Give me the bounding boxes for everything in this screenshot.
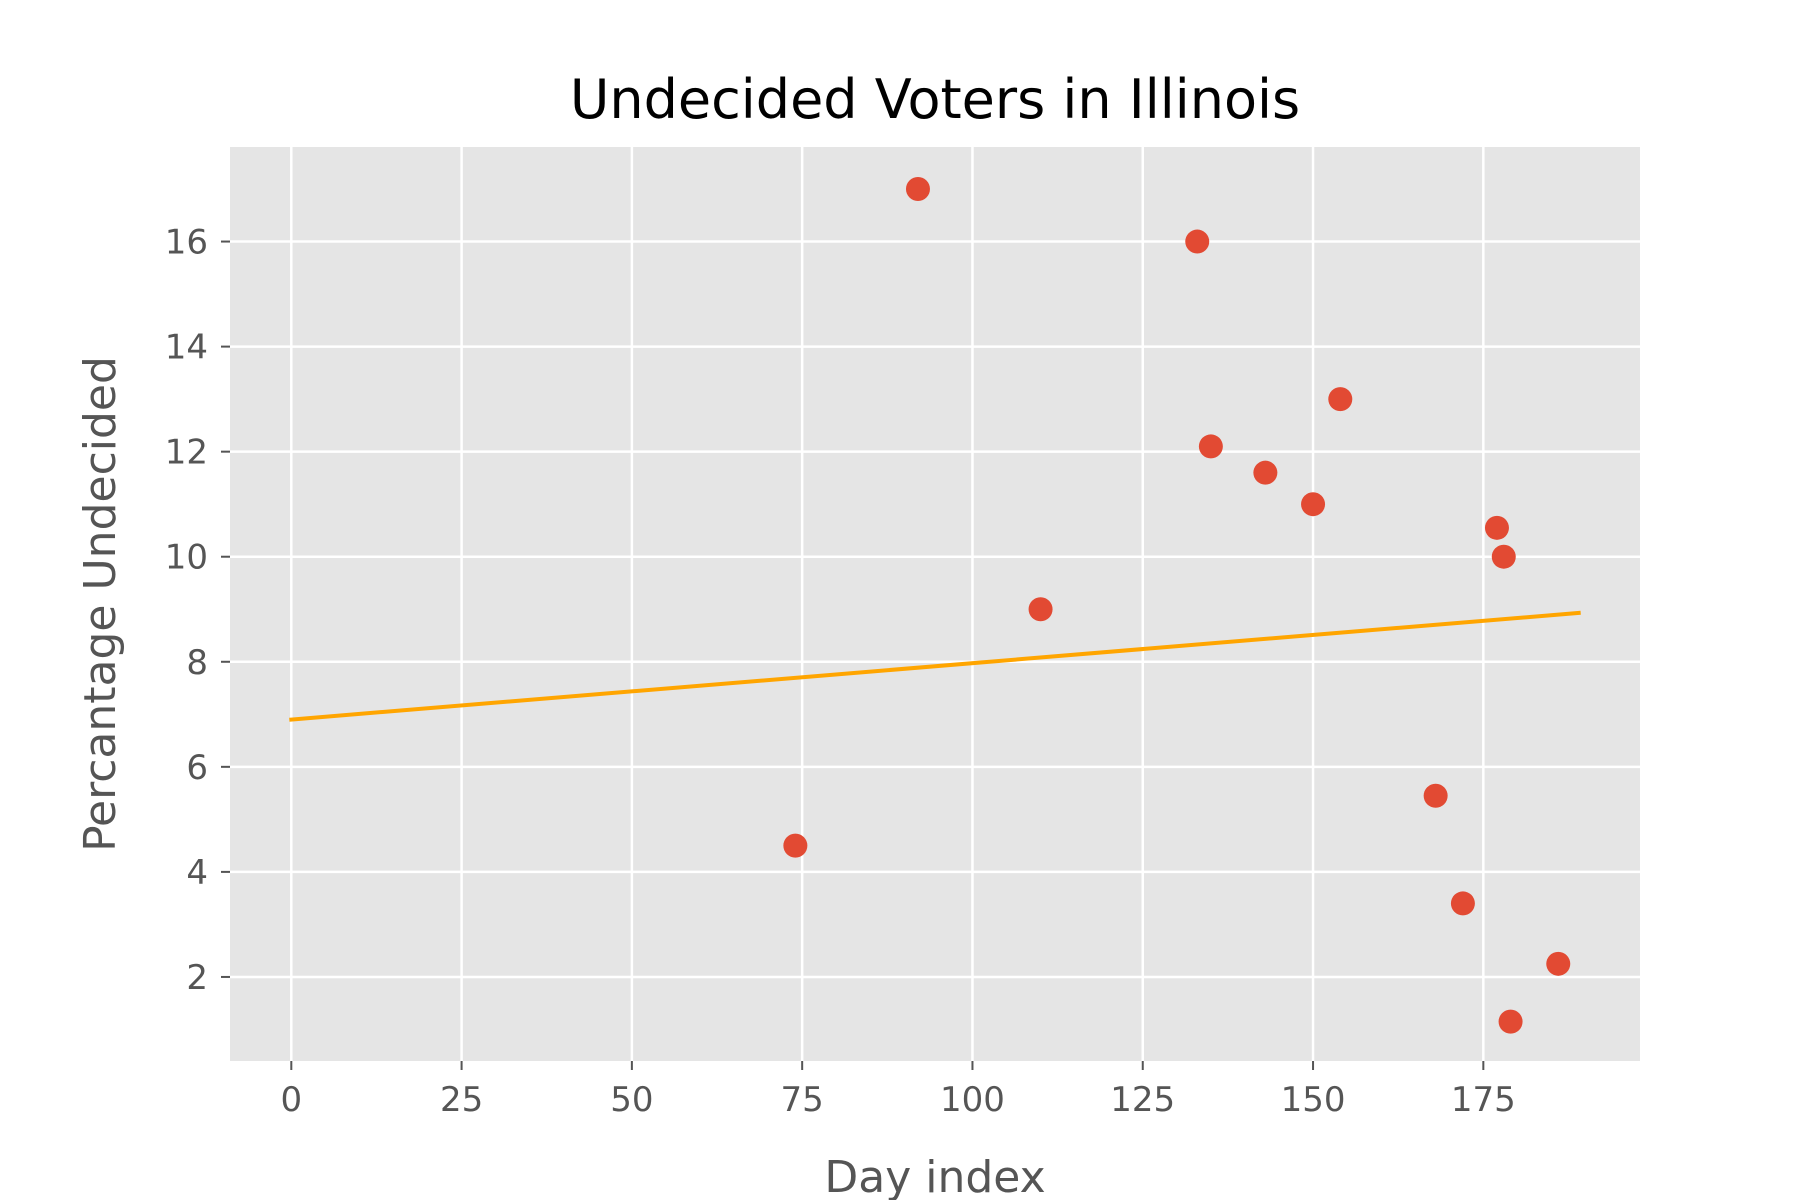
trend-line	[289, 610, 1581, 722]
x-tick-label: 50	[610, 1080, 653, 1120]
data-point	[1546, 951, 1571, 976]
data-point	[1328, 387, 1353, 412]
data-point	[1185, 229, 1210, 254]
chart-title: Undecided Voters in Illinois	[570, 68, 1300, 131]
series	[289, 177, 1581, 1034]
data-point	[905, 177, 930, 202]
y-tick-label: 16	[165, 223, 208, 263]
y-tick-label: 8	[186, 643, 208, 683]
y-tick-label: 2	[186, 958, 208, 998]
data-point	[1450, 891, 1475, 916]
x-tick-label: 100	[940, 1080, 1005, 1120]
data-point	[1423, 783, 1448, 808]
x-tick-label: 150	[1281, 1080, 1346, 1120]
x-tick-label: 0	[280, 1080, 302, 1120]
axis-ticks: 0 25 50 75 100 125 150 175 2 4 6 8 10 12 14 16	[165, 223, 1516, 1120]
y-tick-label: 10	[165, 538, 208, 578]
x-tick-label: 25	[440, 1080, 483, 1120]
data-point	[1484, 515, 1509, 540]
y-tick-label: 14	[165, 328, 208, 368]
data-point	[783, 833, 808, 858]
y-tick-label: 12	[165, 433, 208, 473]
data-point	[1301, 492, 1326, 517]
y-axis-label: Percantage Undecided	[75, 356, 126, 852]
data-point	[1198, 434, 1223, 459]
data-point	[1491, 544, 1516, 569]
data-point	[1498, 1009, 1523, 1034]
x-tick-label: 175	[1451, 1080, 1516, 1120]
x-tick-label: 75	[781, 1080, 824, 1120]
data-point	[1253, 460, 1278, 485]
data-point	[1028, 597, 1053, 622]
y-tick-label: 6	[186, 748, 208, 788]
grid	[230, 147, 1640, 1061]
x-tick-label: 125	[1110, 1080, 1175, 1120]
y-tick-label: 4	[186, 853, 208, 893]
x-axis-label: Day index	[824, 1152, 1045, 1200]
plot-area	[230, 147, 1640, 1061]
